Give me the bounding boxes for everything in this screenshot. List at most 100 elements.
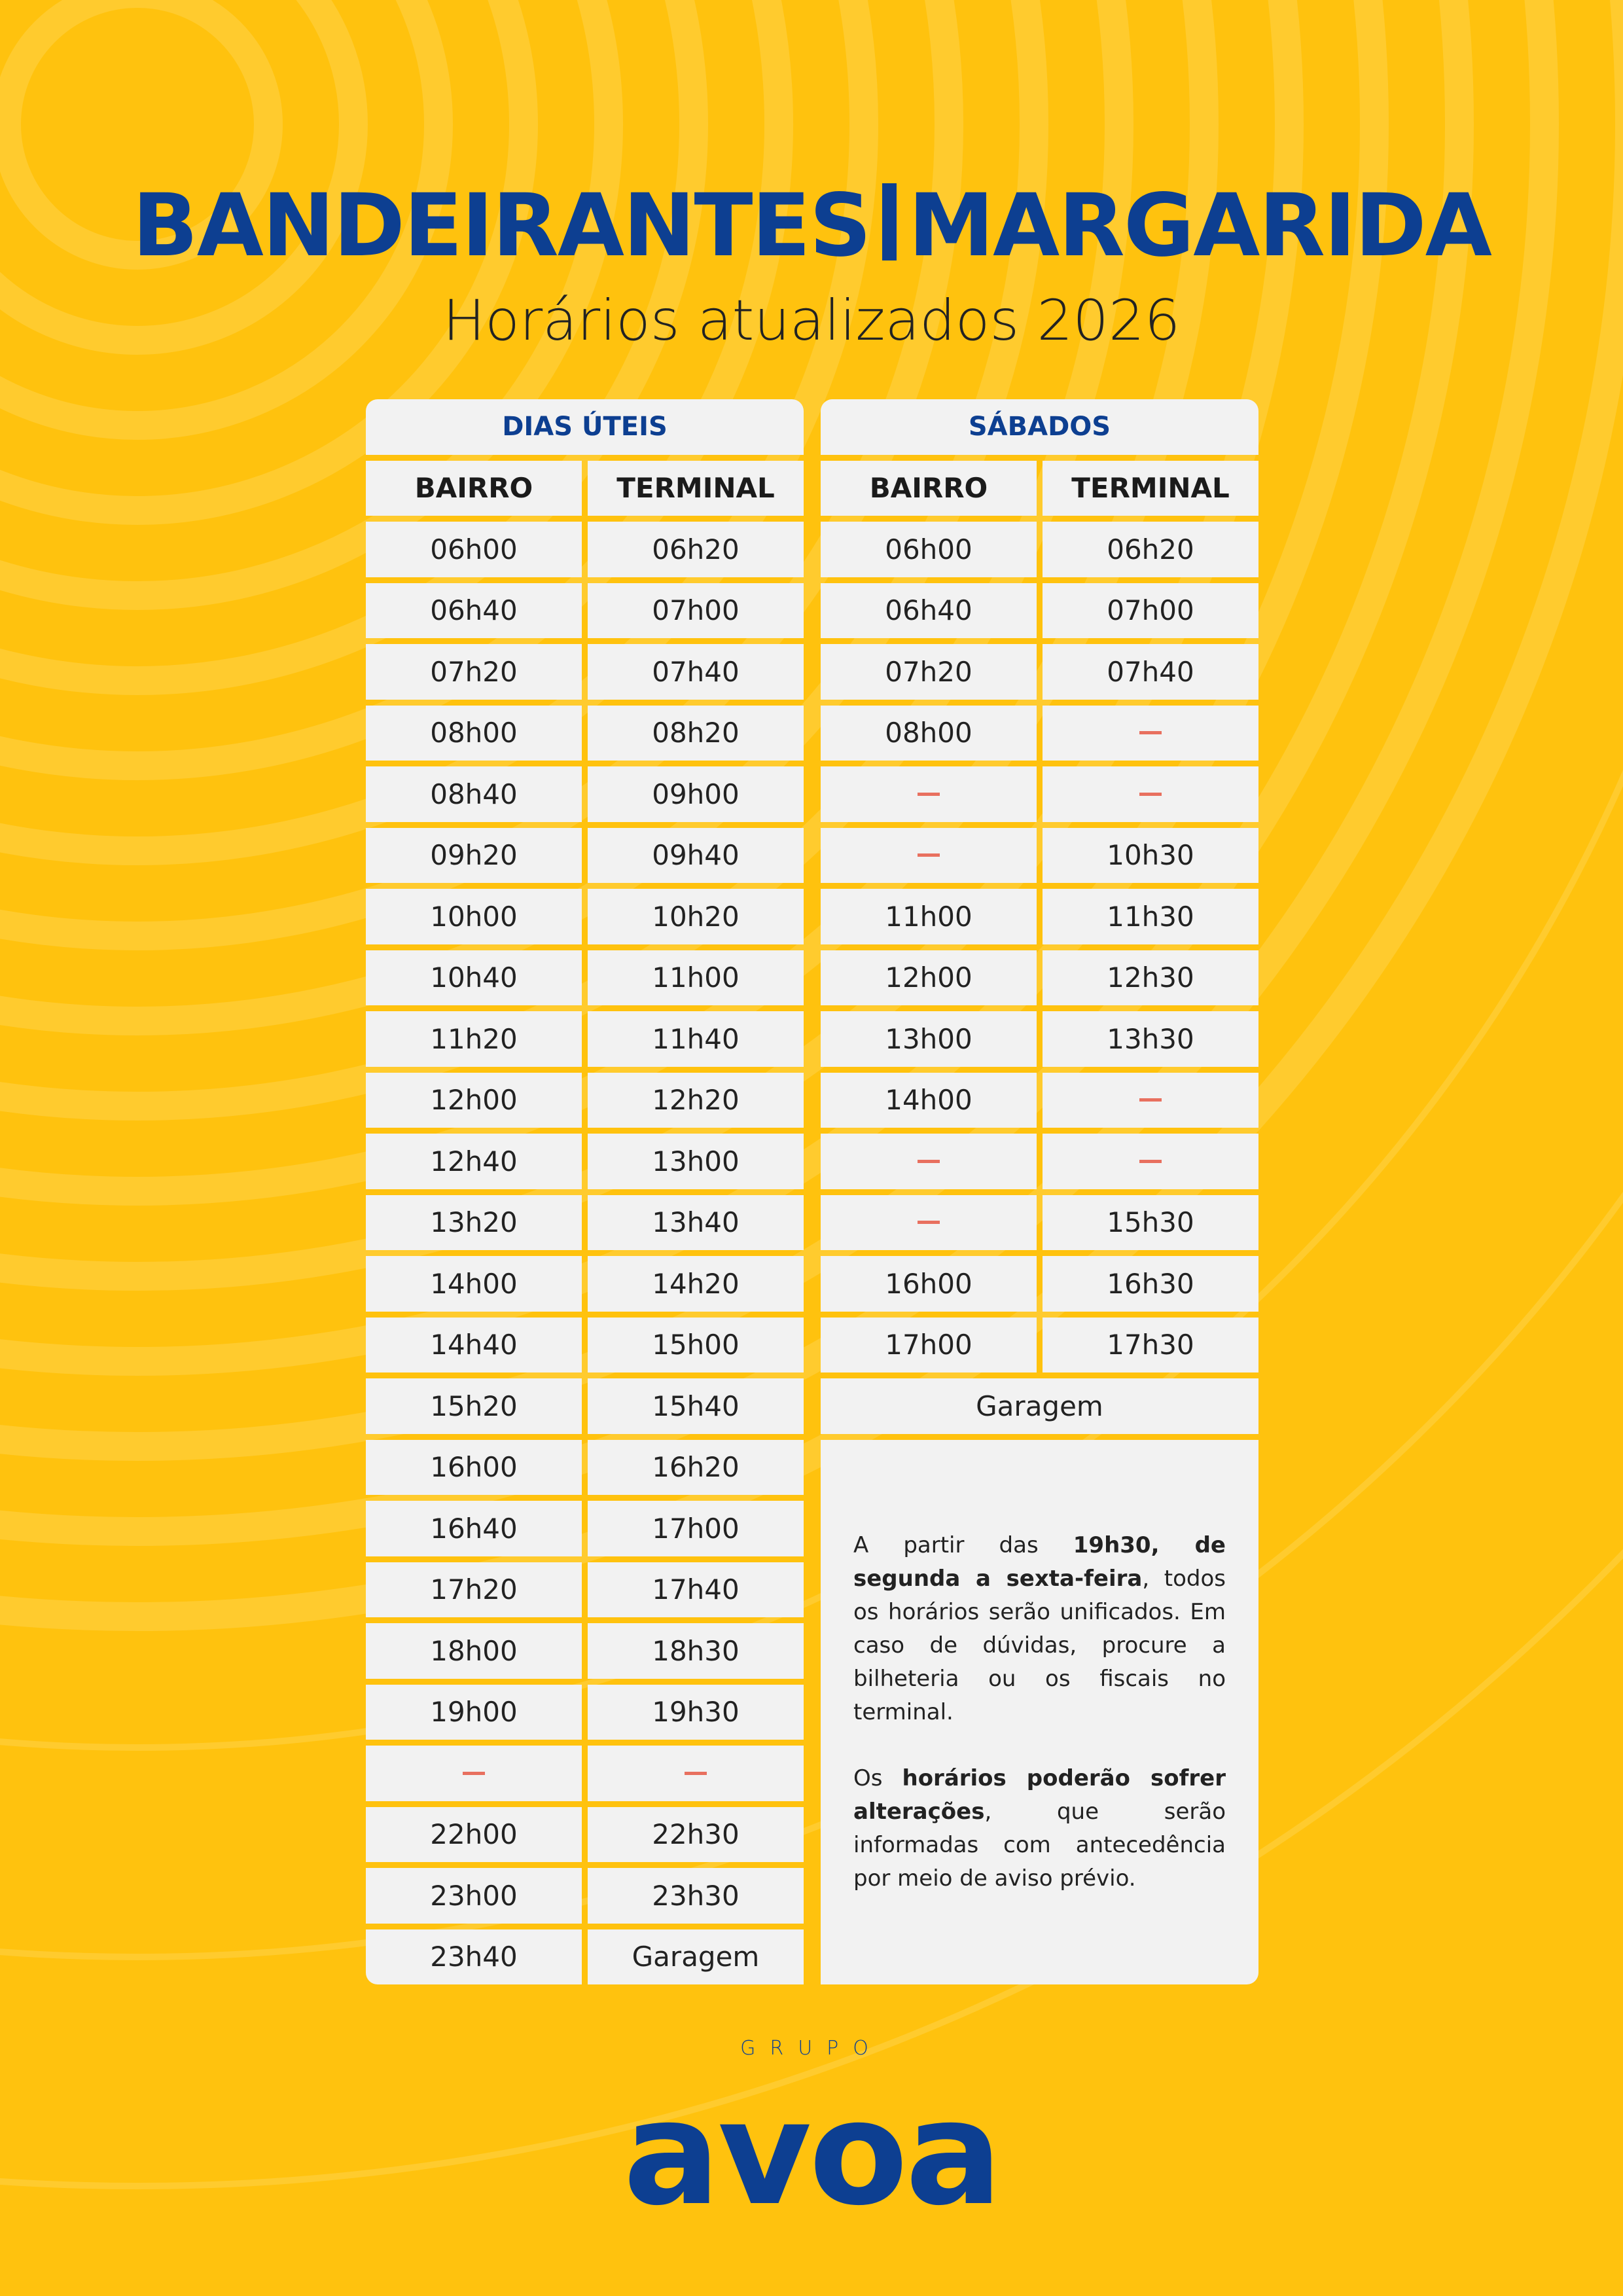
time-cell: 07h00 [588,583,804,638]
time-cell: 13h40 [588,1194,804,1250]
time-cell: 06h00 [366,522,582,577]
logo-grupo: GRUPO [740,2037,883,2060]
info-note: A partir das 19h30, de segunda a sexta-f… [821,1439,1258,1984]
time-cell: 15h00 [588,1317,804,1372]
time-cell: 17h00 [821,1317,1037,1372]
time-cell: 22h00 [366,1806,582,1862]
time-cell: 06h20 [1043,522,1258,577]
time-cell: 09h40 [588,827,804,883]
time-cell: 14h40 [366,1317,582,1372]
page-title: BANDEIRANTES MARGARIDA [0,177,1623,275]
time-cell: 15h30 [1043,1194,1258,1250]
time-cell: 16h20 [588,1439,804,1495]
dash-icon [685,1771,707,1775]
time-cell: 07h00 [1043,583,1258,638]
note-paragraph-2: Os horários poderão sofrer alterações, q… [853,1765,1226,1892]
weekdays-col-bairro: BAIRRO [366,460,582,516]
time-cell: 06h20 [588,522,804,577]
dash-icon [918,853,940,857]
time-cell: 10h20 [588,889,804,944]
time-cell: 07h40 [588,644,804,700]
no-departure-cell [1043,766,1258,822]
time-cell: 16h30 [1043,1256,1258,1312]
time-cell: 11h30 [1043,889,1258,944]
time-cell: 14h00 [821,1072,1037,1128]
title-right: MARGARIDA [908,175,1492,276]
time-cell: 16h00 [366,1439,582,1495]
time-cell: 07h20 [821,644,1037,700]
time-cell: 13h00 [588,1134,804,1189]
time-cell: 08h00 [366,705,582,761]
time-cell: 16h00 [821,1256,1037,1312]
no-departure-cell [1043,705,1258,761]
time-cell: 18h30 [588,1623,804,1679]
weekdays-col-terminal: TERMINAL [588,460,804,516]
time-cell: 18h00 [366,1623,582,1679]
time-cell: 12h40 [366,1134,582,1189]
avoa-logo: GRUPO avoa [0,2036,1623,2238]
time-cell: 13h00 [821,1011,1037,1067]
dash-icon [918,1159,940,1163]
dash-icon [1139,731,1162,735]
time-cell: 07h20 [366,644,582,700]
time-cell: 19h00 [366,1684,582,1740]
time-cell: 07h40 [1043,644,1258,700]
no-departure-cell [821,1194,1037,1250]
note-paragraph-1: A partir das 19h30, de segunda a sexta-f… [853,1532,1226,1725]
time-cell: 11h00 [588,950,804,1005]
time-cell: 10h00 [366,889,582,944]
no-departure-cell [1043,1072,1258,1128]
no-departure-cell [821,766,1037,822]
time-cell: 11h40 [588,1011,804,1067]
no-departure-cell [821,1134,1037,1189]
dash-icon [1139,1098,1162,1102]
time-cell: 09h20 [366,827,582,883]
page-subtitle: Horários atualizados 2026 [442,288,1181,353]
dash-icon [1139,1159,1162,1163]
time-cell: 12h30 [1043,950,1258,1005]
time-cell: 22h30 [588,1806,804,1862]
weekdays-header: DIAS ÚTEIS [366,399,804,455]
time-cell: 12h00 [366,1072,582,1128]
title-left: BANDEIRANTES [132,175,872,276]
time-cell: Garagem [588,1929,804,1984]
time-cell: 23h30 [588,1868,804,1924]
time-cell: 08h40 [366,766,582,822]
time-cell: 06h40 [366,583,582,638]
time-cell: 06h00 [821,522,1037,577]
time-cell: 17h00 [588,1501,804,1556]
time-cell: 23h00 [366,1868,582,1924]
saturdays-header: SÁBADOS [821,399,1258,455]
saturdays-garage: Garagem [821,1378,1258,1434]
time-cell: 10h40 [366,950,582,1005]
time-cell: 08h00 [821,705,1037,761]
time-cell: 17h40 [588,1562,804,1617]
dash-icon [918,1221,940,1225]
time-cell: 16h40 [366,1501,582,1556]
time-cell: 14h00 [366,1256,582,1312]
time-cell: 14h20 [588,1256,804,1312]
time-cell: 23h40 [366,1929,582,1984]
time-cell: 11h00 [821,889,1037,944]
no-departure-cell [1043,1134,1258,1189]
no-departure-cell [588,1746,804,1801]
time-cell: 12h20 [588,1072,804,1128]
time-cell: 12h00 [821,950,1037,1005]
time-cell: 13h30 [1043,1011,1258,1067]
time-cell: 17h30 [1043,1317,1258,1372]
time-cell: 09h00 [588,766,804,822]
dash-icon [918,792,940,796]
logo-avoa: avoa [623,2070,1002,2237]
time-cell: 13h20 [366,1194,582,1250]
time-cell: 06h40 [821,583,1037,638]
schedule-table: DIAS ÚTEIS BAIRRO TERMINAL SÁBADOS BAIRR… [366,399,1258,1984]
title-separator [882,183,897,260]
no-departure-cell [821,827,1037,883]
time-cell: 15h40 [588,1378,804,1434]
dash-icon [1139,792,1162,796]
time-cell: 19h30 [588,1684,804,1740]
no-departure-cell [366,1746,582,1801]
time-cell: 10h30 [1043,827,1258,883]
time-cell: 15h20 [366,1378,582,1434]
